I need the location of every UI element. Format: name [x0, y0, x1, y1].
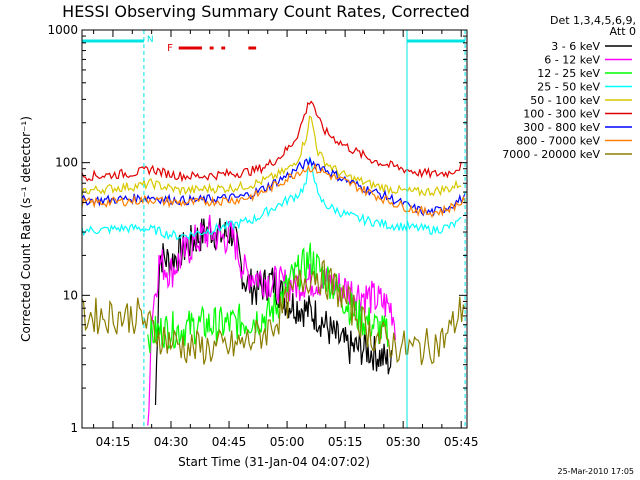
x-tick-label: 05:30 [386, 435, 421, 449]
y-tick-label: 1 [70, 421, 78, 435]
series-line-6 [81, 100, 462, 183]
series-line-1 [154, 218, 393, 406]
legend-label: 6 - 12 keV [544, 54, 600, 67]
legend-label: 300 - 800 keV [523, 121, 600, 134]
y-axis-ticks: 1 10 100 1000 [47, 23, 467, 435]
plot-layer: NF [81, 30, 466, 428]
legend-label: 7000 - 20000 keV [502, 148, 600, 161]
x-axis-ticks: 04:15 04:30 04:45 05:00 05:15 05:30 05:45 [93, 30, 479, 449]
series-line-8 [81, 163, 466, 219]
x-tick-label: 04:30 [154, 435, 189, 449]
marker-n: N [147, 35, 154, 45]
plot-frame [81, 29, 468, 429]
series-line-7 [81, 156, 466, 217]
x-tick-label: 05:00 [270, 435, 305, 449]
x-tick-label: 04:15 [96, 435, 131, 449]
series-line-5 [81, 115, 462, 197]
series-line-4 [81, 155, 462, 241]
y-tick-label: 100 [55, 156, 78, 170]
series-line-3 [147, 242, 389, 353]
y-axis-label: Corrected Count Rate (s⁻¹ detector⁻¹) [19, 116, 33, 342]
series-line-9 [81, 259, 466, 366]
y-tick-label: 1000 [47, 23, 78, 37]
x-tick-label: 04:45 [212, 435, 247, 449]
legend-label: 12 - 25 keV [537, 67, 600, 80]
legend-label: 25 - 50 keV [537, 81, 600, 94]
chart-title: HESSI Observing Summary Count Rates, Cor… [62, 2, 470, 21]
legend-label: 800 - 7000 keV [516, 135, 600, 148]
legend-header: Att 0 [610, 25, 636, 38]
x-tick-label: 05:15 [328, 435, 363, 449]
legend-header: Det 1,3,4,5,6,9, [550, 14, 636, 27]
legend-label: 50 - 100 keV [530, 94, 600, 107]
timestamp: 25-Mar-2010 17:05 [558, 467, 635, 476]
legend-label: 3 - 6 keV [551, 40, 600, 53]
marker-f: F [167, 43, 173, 54]
legend-label: 100 - 300 keV [523, 108, 600, 121]
x-axis-label: Start Time (31-Jan-04 04:07:02) [178, 455, 370, 469]
x-tick-label: 05:45 [444, 435, 479, 449]
y-tick-label: 10 [63, 288, 78, 302]
